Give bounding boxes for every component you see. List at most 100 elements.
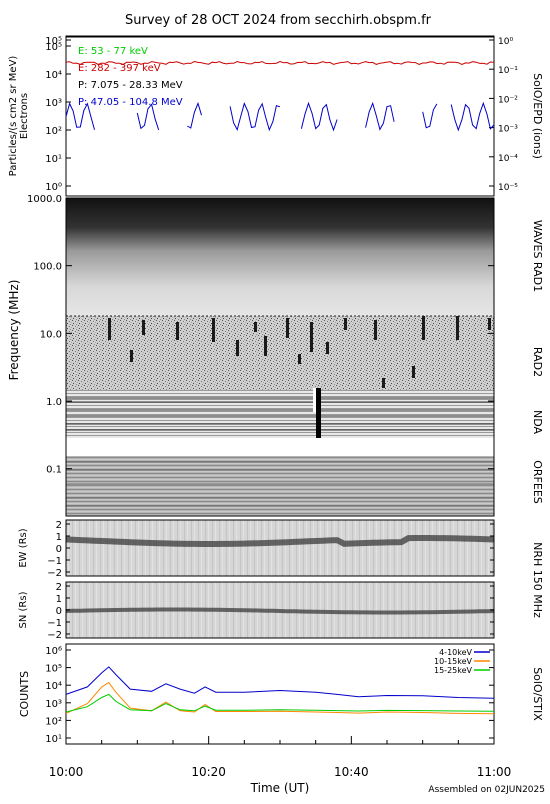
radio-tick-label: 0.1 — [46, 465, 62, 476]
stix-right-label: SolO/STIX — [531, 667, 544, 721]
epd-legend: E: 53 - 77 keV E: 282 - 397 keV P: 7.075 -… — [78, 46, 183, 108]
stix-ticks: 10¹ 10² 10³ 10⁴ 10⁵ 10⁶ — [45, 646, 494, 745]
epd-left-tick-label: 10² — [45, 126, 62, 137]
radio-burst — [382, 378, 385, 388]
radio-burst — [264, 336, 267, 356]
epd-right-tick-label: 10⁻² — [498, 95, 518, 105]
nrh-tick-label: −2 — [47, 568, 62, 579]
radio-ylabel: Frequency (MHz) — [7, 280, 21, 381]
nrh-sn-ylabel: SN (Rs) — [18, 591, 29, 628]
nrh-tick-label: 1 — [56, 594, 62, 605]
label-rad2: RAD2 — [531, 347, 544, 377]
radio-frame — [65, 197, 495, 517]
epd-series-segment — [300, 101, 338, 132]
epd-legend-entry: E: 53 - 77 keV — [78, 46, 148, 57]
epd-series-segment — [450, 101, 495, 132]
epd-series-segment — [422, 103, 438, 129]
epd-series-segment — [187, 101, 202, 129]
radio-burst — [176, 322, 179, 340]
stix-tick-label: 10⁶ — [45, 646, 62, 657]
label-orfees: ORFEES — [531, 460, 544, 504]
radio-burst — [374, 320, 377, 340]
stix-tick-label: 10⁴ — [45, 681, 62, 692]
orfees-block — [66, 456, 494, 516]
epd-right-tick-label: 10⁻¹ — [498, 66, 518, 76]
nrh-tick-label: −1 — [47, 618, 62, 629]
radio-burst — [254, 322, 257, 332]
nrh-tick-label: −1 — [47, 556, 62, 567]
stix-frame — [65, 643, 495, 745]
time-axis-label: Time (UT) — [250, 781, 310, 795]
stix-tick-label: 10⁵ — [45, 664, 62, 675]
nrh-ew-band — [65, 535, 495, 547]
nrh-tick-label: 2 — [56, 582, 62, 593]
time-tick-label: 10:00 — [49, 765, 84, 779]
epd-left-tick-label: 10⁴ — [45, 70, 62, 81]
nrh-ew-ticks: 210−1−2 — [47, 520, 494, 579]
epd-right-tick-label: 10⁰ — [498, 37, 513, 47]
nda-burst — [316, 388, 321, 438]
radio-burst — [286, 318, 289, 338]
stix-legend-label: 4-10keV — [439, 648, 472, 657]
nrh-ew-ylabel: EW (Rs) — [18, 528, 29, 567]
stix-series — [65, 666, 495, 715]
radio-burst — [422, 316, 425, 340]
stix-series-line — [65, 693, 495, 713]
stix-tick-label: 10² — [45, 716, 62, 727]
radio-burst — [488, 318, 491, 330]
epd-series-line — [65, 60, 495, 66]
radio-burst — [310, 322, 313, 352]
epd-legend-entry: E: 282 - 397 keV — [78, 63, 161, 74]
stix-legend-label: 10-15keV — [434, 657, 473, 666]
time-axis: 10:00 10:20 10:40 11:00 — [49, 736, 512, 779]
radio-tick-label: 1.0 — [46, 397, 62, 408]
radio-burst — [130, 350, 133, 362]
nrh-ew-image — [66, 520, 494, 576]
radio-burst — [236, 340, 239, 356]
radio-burst — [456, 316, 459, 340]
epd-series-segment — [136, 103, 160, 131]
epd-right-label: SolO/EPD (ions) — [531, 73, 544, 159]
radio-ticks: 0.1 1.0 10.0 100.0 1000.0 — [27, 194, 494, 476]
label-nda: NDA — [531, 410, 544, 435]
stix-ylabel: COUNTS — [18, 671, 31, 717]
radio-tick-label: 100.0 — [33, 262, 62, 273]
gap-block — [66, 438, 494, 456]
epd-series-segment — [65, 102, 95, 130]
epd-right-tick-label: 10⁻³ — [498, 125, 518, 135]
stix-tick-label: 10³ — [45, 699, 62, 710]
time-tick-label: 11:00 — [477, 765, 512, 779]
epd-left-tick-label: 10⁰ — [45, 182, 62, 193]
nrh-tick-label: −2 — [47, 630, 62, 641]
nrh-ew-panel: 210−1−2 EW (Rs) — [18, 519, 495, 579]
stix-legend-label: 15-25keV — [434, 666, 473, 675]
radio-burst — [326, 342, 329, 354]
radio-burst — [142, 320, 145, 335]
epd-left-tick-label: 10⁵ — [45, 42, 62, 53]
time-tick-label: 10:40 — [334, 765, 369, 779]
nrh-tick-label: 1 — [56, 532, 62, 543]
time-tick-label: 10:20 — [191, 765, 226, 779]
nrh-sn-band — [65, 607, 495, 615]
epd-ylabel-sub: Electrons — [19, 93, 30, 139]
stix-series-line — [65, 681, 495, 715]
radio-burst — [412, 366, 415, 378]
nrh-group-label: NRH 150 MHz — [531, 542, 544, 618]
figure-title: Survey of 28 OCT 2024 from secchirh.obsp… — [125, 13, 432, 28]
radio-burst — [298, 354, 301, 364]
epd-right-tick-label: 10⁻⁵ — [498, 183, 518, 193]
epd-legend-entry: P: 47.05 - 104.8 MeV — [78, 97, 183, 108]
epd-left-tick-label: 10⁵ — [45, 36, 62, 47]
rad1-block — [66, 198, 494, 316]
nrh-sn-panel: 210−1−2 SN (Rs) NRH 150 MHz — [18, 542, 544, 641]
radio-bursts — [66, 315, 494, 507]
radio-burst — [108, 318, 111, 340]
epd-series-segment — [365, 101, 395, 131]
label-waves-rad1: WAVES RAD1 — [531, 220, 544, 292]
radio-burst — [344, 318, 347, 330]
assembled-note: Assembled on 02JUN2025 — [428, 785, 545, 795]
